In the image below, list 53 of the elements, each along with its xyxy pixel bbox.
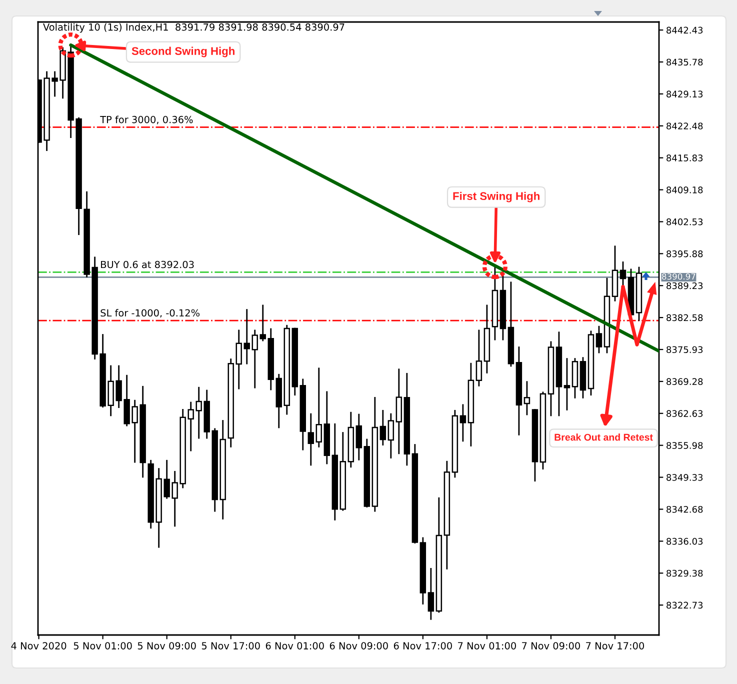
candlestick [260, 304, 266, 342]
y-tick-label: 8336.03 [666, 538, 703, 545]
x-tick-label: 6 Nov 01:00 [266, 642, 324, 650]
x-tick-label: 5 Nov 17:00 [202, 642, 260, 650]
ref-line-label: BUY 0.6 at 8392.03 [101, 260, 194, 268]
candlestick [252, 330, 258, 388]
candlestick [356, 414, 362, 460]
candlestick [460, 404, 466, 442]
y-tick-label: 8415.83 [666, 154, 703, 162]
candlestick [316, 368, 322, 448]
y-tick-label: 8409.18 [666, 186, 703, 194]
candlestick [564, 358, 570, 410]
y-tick-label: 8435.78 [666, 58, 703, 66]
candlestick [244, 309, 250, 364]
x-tick-label: 5 Nov 01:00 [74, 642, 132, 650]
candlestick [620, 262, 626, 287]
x-tick-label: 5 Nov 09:00 [138, 642, 196, 650]
y-tick-label: 8382.58 [666, 314, 703, 322]
y-tick-label: 8355.98 [666, 442, 703, 449]
y-tick-label: 8322.73 [666, 602, 703, 609]
candlestick [524, 381, 530, 416]
y-tick-label: 8375.93 [666, 346, 703, 354]
y-tick-label: 8349.33 [666, 474, 703, 481]
candlestick [428, 568, 434, 620]
y-tick-label: 8422.48 [666, 122, 703, 130]
candlestick [236, 330, 242, 390]
y-tick-label: 8442.43 [666, 26, 703, 34]
candlestick [380, 410, 386, 446]
x-tick-label: 6 Nov 09:00 [330, 642, 388, 650]
y-tick-label: 8402.53 [666, 218, 703, 226]
y-tick-label: 8362.63 [666, 410, 703, 417]
annotation: First Swing High [453, 192, 540, 202]
x-tick-label: 7 Nov 17:00 [586, 642, 644, 650]
y-tick-label: 8369.28 [666, 378, 703, 385]
candlestick [596, 326, 602, 354]
annotation: Second Swing High [132, 46, 234, 58]
annotation: Break Out and Retest [554, 434, 653, 441]
candlestick [476, 330, 482, 386]
x-tick-label: 6 Nov 17:00 [394, 642, 452, 650]
x-tick-label: 7 Nov 01:00 [458, 642, 516, 650]
ref-line-label: TP for 3000, 0.36% [100, 116, 193, 124]
chart-title: Volatility 10 (1s) Index,H1 8391.79 8391.98 8390.54 8390.97 [43, 23, 344, 33]
y-tick-label: 8389.23 [666, 282, 703, 290]
x-tick-label: 4 Nov 2020 [11, 642, 66, 650]
ref-line-label: 8390.97 [662, 273, 696, 280]
y-tick-label: 8329.38 [666, 570, 703, 577]
y-tick-label: 8342.68 [666, 506, 703, 513]
candlestick [388, 413, 394, 458]
candlestick [308, 413, 314, 466]
ref-line-label: SL for -1000, -0.12% [100, 309, 200, 318]
y-tick-label: 8429.13 [666, 90, 703, 98]
y-tick-label: 8395.88 [666, 250, 703, 258]
x-tick-label: 7 Nov 09:00 [522, 642, 580, 650]
